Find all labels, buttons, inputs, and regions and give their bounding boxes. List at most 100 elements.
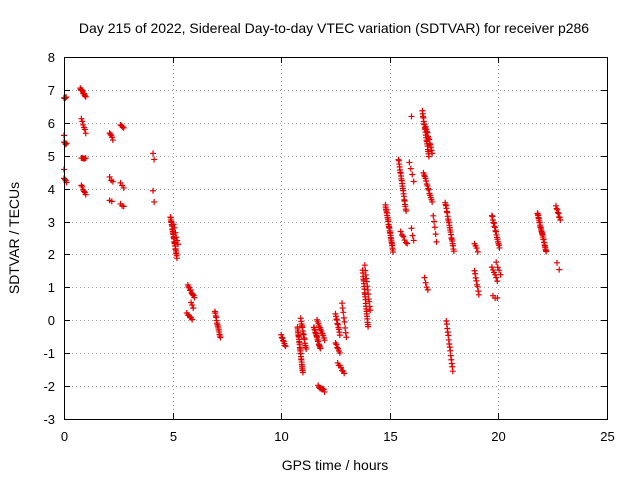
data-point	[409, 171, 416, 178]
grid-lines	[64, 57, 607, 419]
data-point	[494, 294, 501, 301]
data-point	[151, 198, 158, 205]
data-point	[339, 305, 346, 312]
data-point	[82, 191, 89, 198]
data-point	[422, 279, 429, 286]
data-point	[429, 198, 436, 205]
data-point	[424, 286, 431, 293]
data-point	[398, 231, 405, 238]
data-point	[336, 332, 343, 339]
data-point	[189, 302, 196, 309]
data-point	[493, 274, 500, 281]
data-point	[409, 232, 416, 239]
data-point	[408, 225, 415, 232]
data-point	[334, 344, 341, 351]
y-tick-label: 7	[48, 83, 55, 98]
data-point	[172, 229, 179, 236]
data-point	[340, 314, 347, 321]
data-point	[81, 126, 88, 133]
data-point	[407, 165, 414, 172]
data-point	[450, 248, 457, 255]
plot-frame	[64, 57, 608, 420]
x-tick-label: 10	[274, 429, 288, 444]
data-point	[403, 207, 410, 214]
data-point	[190, 305, 197, 312]
data-point	[339, 300, 346, 307]
data-point	[473, 277, 480, 284]
data-point	[79, 183, 86, 190]
data-point	[317, 345, 324, 352]
data-point	[82, 130, 89, 137]
data-point	[425, 185, 432, 192]
y-tick-label: 4	[48, 182, 55, 197]
data-point	[120, 184, 127, 191]
data-point	[556, 266, 563, 273]
data-point	[187, 286, 194, 293]
data-point	[109, 178, 116, 185]
data-point	[367, 307, 374, 314]
data-point	[173, 234, 180, 241]
data-point	[543, 248, 550, 255]
data-point	[488, 264, 495, 271]
data-point	[552, 202, 559, 209]
data-point	[151, 156, 158, 163]
y-tick-label: 3	[48, 215, 55, 230]
data-point	[430, 212, 437, 219]
data-point	[554, 259, 561, 266]
data-point	[475, 291, 482, 298]
data-point	[281, 342, 288, 349]
data-point	[493, 259, 500, 266]
data-point	[217, 334, 224, 341]
data-point	[170, 221, 177, 228]
data-point	[150, 187, 157, 194]
data-point	[303, 345, 310, 352]
data-point	[554, 206, 561, 213]
data-point	[319, 385, 326, 392]
data-point	[174, 237, 181, 244]
data-point	[342, 324, 349, 331]
data-point	[82, 93, 89, 100]
y-tick-label: 2	[48, 247, 55, 262]
data-point	[333, 341, 340, 348]
data-point	[425, 153, 432, 160]
y-tick-label: 5	[48, 149, 55, 164]
data-point	[341, 318, 348, 325]
data-point	[492, 271, 499, 278]
data-point	[278, 331, 285, 338]
data-point	[557, 217, 564, 224]
data-point	[342, 329, 349, 336]
data-point	[449, 368, 456, 375]
data-point	[472, 270, 479, 277]
data-point	[421, 274, 428, 281]
data-point	[423, 284, 430, 291]
data-point	[425, 186, 432, 193]
x-tick-label: 20	[491, 429, 505, 444]
data-point	[299, 369, 306, 376]
data-point	[343, 334, 350, 341]
data-point	[80, 121, 87, 128]
y-tick-label: -1	[43, 346, 55, 361]
data-point	[341, 370, 348, 377]
data-point	[423, 177, 430, 184]
data-point	[278, 334, 285, 341]
data-point	[340, 309, 347, 316]
data-point	[429, 150, 436, 157]
x-axis-label: GPS time / hours	[282, 457, 389, 473]
data-point	[80, 188, 87, 195]
data-point	[410, 178, 417, 185]
data-point	[82, 155, 89, 162]
data-point	[282, 343, 289, 350]
data-point	[150, 150, 157, 157]
data-point	[337, 364, 344, 371]
data-point	[408, 113, 415, 120]
y-axis-label: SDTVAR / TECUs	[6, 182, 22, 294]
chart-title: Day 215 of 2022, Sidereal Day-to-day VTE…	[79, 20, 589, 36]
data-point	[390, 249, 397, 256]
data-point	[321, 337, 328, 344]
data-point	[336, 349, 343, 356]
data-point	[62, 141, 69, 148]
y-tick-label: 8	[48, 50, 55, 65]
data-point	[475, 288, 482, 295]
data-point	[494, 278, 501, 285]
